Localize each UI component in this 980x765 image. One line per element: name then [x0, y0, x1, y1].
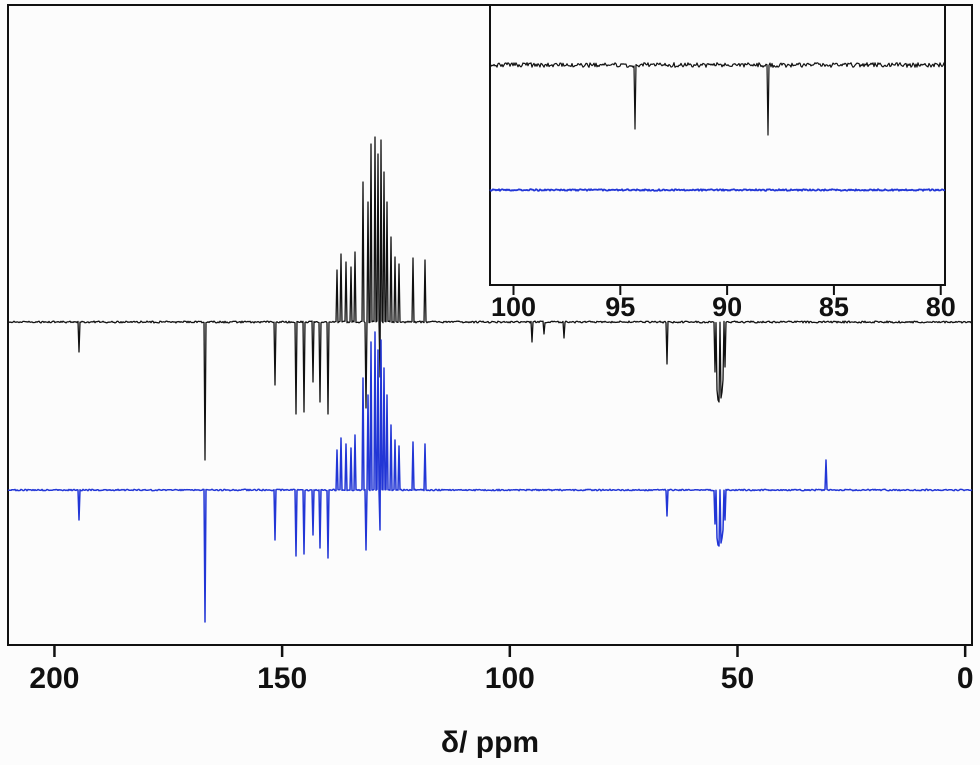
x-axis-tick-label: 100: [485, 662, 535, 695]
inset-spectrum-black-trace: [489, 62, 946, 136]
inset-x-axis-tick-label: 95: [605, 292, 635, 322]
inset-x-axis-tick-label: 85: [819, 292, 849, 322]
inset-x-axis-tick-label: 100: [491, 292, 536, 322]
x-axis-tick-label: 200: [29, 662, 79, 695]
inset-x-axis-tick-label: 80: [926, 292, 956, 322]
spectrum-black-trace: [7, 136, 973, 461]
x-axis-tick-label: 0: [957, 662, 974, 695]
inset-panel: 100 95 90 85 80: [489, 4, 956, 322]
spectrum-blue-trace: [7, 331, 973, 623]
inset-spectrum-blue-trace: [489, 188, 946, 192]
main-panel: 200 150 100 50 0: [7, 4, 974, 695]
x-axis-tick-label: 150: [257, 662, 307, 695]
inset-border: [489, 4, 946, 286]
inset-x-axis-tick-label: 90: [712, 292, 742, 322]
x-axis-label: δ/ ppm: [441, 726, 539, 759]
x-axis-tick-label: 50: [721, 662, 754, 695]
